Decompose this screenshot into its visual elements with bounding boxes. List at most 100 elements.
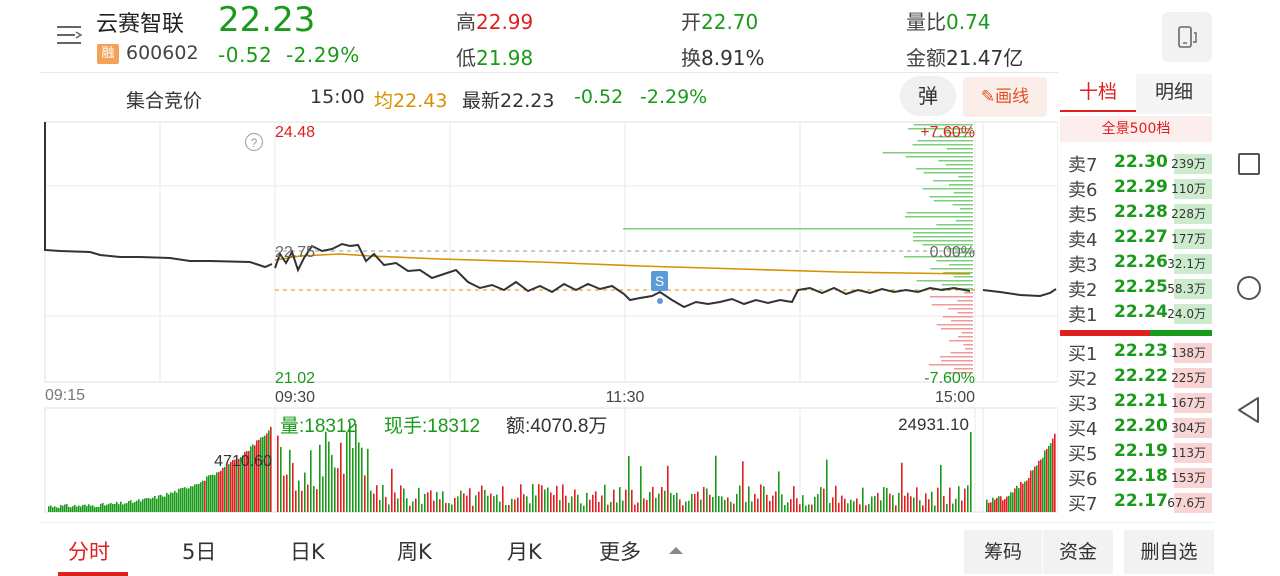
- landscape-toggle-button[interactable]: [1162, 12, 1212, 62]
- depth-bar: [957, 300, 973, 302]
- volume-bar: [1044, 450, 1046, 512]
- volume-bar: [691, 493, 693, 512]
- tab-intraday[interactable]: 分时: [68, 540, 110, 564]
- tab-more[interactable]: 更多: [599, 540, 641, 564]
- level-price: 22.22: [1114, 366, 1168, 386]
- stock-code: 600602: [126, 42, 199, 64]
- latest-price: 最新22.23: [462, 86, 554, 113]
- help-icon[interactable]: ?: [244, 132, 264, 152]
- volume-bar: [949, 487, 951, 512]
- volume-bar: [850, 499, 852, 512]
- auction-price-line: [44, 122, 273, 269]
- tab-5day[interactable]: 5日: [182, 540, 217, 564]
- home-icon[interactable]: [1237, 276, 1261, 300]
- volume-bar: [1024, 481, 1026, 512]
- volume-bar: [811, 504, 813, 512]
- level-label: 卖3: [1068, 255, 1098, 276]
- volume-bar: [319, 444, 321, 512]
- buy-level-row[interactable]: 买7 22.17 67.6万: [1060, 490, 1212, 515]
- sell-level-row[interactable]: 卖3 22.26 32.1万: [1060, 251, 1212, 276]
- sell-level-row[interactable]: 卖4 22.27 177万: [1060, 226, 1212, 251]
- volume-bar: [200, 482, 202, 512]
- volume-bar: [292, 463, 294, 512]
- volume-bar: [992, 497, 994, 512]
- volume-bar: [234, 459, 236, 512]
- buy-level-row[interactable]: 买4 22.20 304万: [1060, 415, 1212, 440]
- tab-ten-levels[interactable]: 十档: [1060, 74, 1136, 114]
- level-volume-bar: [1174, 393, 1212, 413]
- volume-bar: [1032, 470, 1034, 512]
- volume-bar: [937, 487, 939, 512]
- sell-level-row[interactable]: 卖6 22.29 110万: [1060, 176, 1212, 201]
- volume-bar: [613, 489, 615, 512]
- volume-bar: [346, 431, 348, 512]
- depth-bar: [943, 272, 973, 274]
- volume-bar: [544, 489, 546, 512]
- depth-bar: [953, 276, 973, 278]
- tab-monthly-k[interactable]: 月K: [507, 540, 542, 564]
- remove-watchlist-button[interactable]: 删自选: [1124, 530, 1214, 574]
- volume-bar: [457, 496, 459, 512]
- back-icon[interactable]: [1236, 396, 1262, 424]
- volume-bar: [376, 485, 378, 512]
- tab-daily-k[interactable]: 日K: [290, 540, 325, 564]
- draw-line-button[interactable]: ✎画线: [963, 77, 1047, 117]
- bid-ask-divider: [1060, 330, 1212, 336]
- chips-button[interactable]: 筹码: [964, 530, 1042, 574]
- volume-bar: [990, 502, 992, 512]
- buy-level-row[interactable]: 买1 22.23 138万: [1060, 340, 1212, 365]
- volume-bar: [382, 484, 384, 512]
- recent-apps-icon[interactable]: [1238, 153, 1260, 175]
- buy-level-row[interactable]: 买6 22.18 153万: [1060, 465, 1212, 490]
- volume-bar: [403, 488, 405, 512]
- volume-bar: [116, 501, 118, 512]
- volume-bar: [180, 488, 182, 512]
- volume-bar: [784, 505, 786, 512]
- volume-bar: [996, 497, 998, 512]
- volume-bar: [250, 446, 252, 512]
- tab-detail[interactable]: 明细: [1154, 81, 1193, 103]
- volume-bar: [184, 487, 186, 512]
- depth-bar: [623, 228, 973, 230]
- buy-level-row[interactable]: 买3 22.21 167万: [1060, 390, 1212, 415]
- level-volume: 58.3万: [1167, 282, 1206, 296]
- volume-bar: [152, 497, 154, 512]
- volume-bar: [514, 499, 516, 512]
- bullet-comment-button[interactable]: 弹: [900, 76, 956, 116]
- volume-bar: [805, 505, 807, 512]
- capital-button[interactable]: 资金: [1043, 530, 1113, 574]
- volume-bar: [262, 436, 264, 512]
- volume-bar: [433, 500, 435, 512]
- time-auction-label: 09:15: [45, 387, 85, 404]
- signal-marker[interactable]: S: [651, 271, 668, 304]
- tab-weekly-k[interactable]: 周K: [397, 540, 432, 564]
- buy-level-row[interactable]: 买2 22.22 225万: [1060, 365, 1212, 390]
- volume-bar: [397, 498, 399, 512]
- volume-bar: [820, 487, 822, 512]
- caret-up-icon[interactable]: [668, 545, 684, 555]
- volume-bar: [270, 426, 272, 512]
- volume-bar: [258, 439, 260, 512]
- intraday-chart[interactable]: S ? 24.48 22.75 21.02 +7.60% 0.00% -7.60…: [40, 118, 1058, 522]
- volume-bar: [454, 497, 456, 512]
- volume-bar: [136, 500, 138, 512]
- volume-bar: [1000, 496, 1002, 512]
- volume-bar: [835, 485, 837, 512]
- sell-level-row[interactable]: 卖5 22.28 228万: [1060, 201, 1212, 226]
- volume-bar: [781, 494, 783, 512]
- buy-level-row[interactable]: 买5 22.19 113万: [1060, 440, 1212, 465]
- volume-bar: [188, 488, 190, 512]
- level-volume: 177万: [1171, 232, 1206, 246]
- volume-bar: [58, 507, 60, 512]
- volume-bar: [1034, 466, 1036, 512]
- menu-icon[interactable]: [56, 22, 83, 48]
- volume-bar: [841, 495, 843, 512]
- depth-bar: [943, 132, 973, 134]
- sell-level-row[interactable]: 卖1 22.24 24.0万: [1060, 301, 1212, 326]
- volume-bar: [1038, 460, 1040, 512]
- sell-level-row[interactable]: 卖7 22.30 239万: [1060, 151, 1212, 176]
- volume-bar: [595, 491, 597, 512]
- full-depth-button[interactable]: 全景500档: [1060, 116, 1212, 142]
- sell-level-row[interactable]: 卖2 22.25 58.3万: [1060, 276, 1212, 301]
- volume-bar: [90, 505, 92, 512]
